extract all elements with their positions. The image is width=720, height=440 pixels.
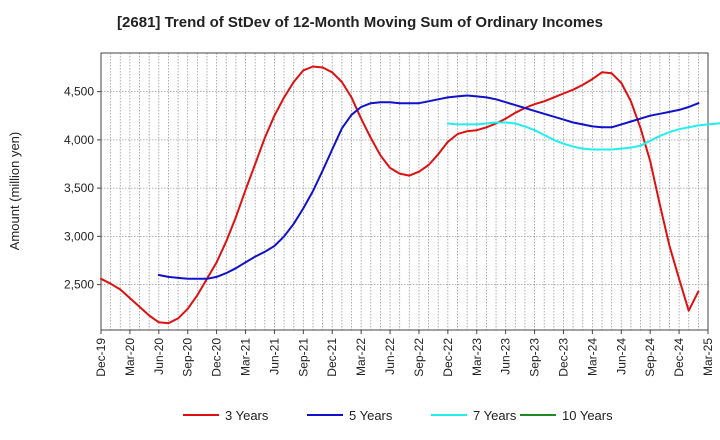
x-tick-label: Dec-24: [672, 338, 686, 377]
x-tick-label: Jun-20: [152, 338, 166, 375]
x-tick-label: Sep-23: [528, 338, 542, 377]
x-tick-label: Mar-23: [470, 338, 484, 376]
series-line-5-years: [157, 94, 700, 280]
x-tick-label: Dec-22: [441, 338, 455, 377]
legend-label-7-years: 7 Years: [473, 408, 517, 423]
x-tick-label: Mar-22: [354, 338, 368, 376]
x-tick-label: Mar-25: [701, 338, 715, 376]
legend-label-10-years: 10 Years: [562, 408, 613, 423]
x-tick-label: Mar-24: [585, 338, 599, 376]
legend-label-3-years: 3 Years: [225, 408, 269, 423]
chart-title: [2681] Trend of StDev of 12-Month Moving…: [117, 14, 603, 31]
x-tick-label: Jun-24: [614, 338, 628, 375]
x-tick-label: Sep-22: [412, 338, 426, 377]
x-tick-label: Dec-20: [210, 338, 224, 377]
x-tick-label: Jun-21: [267, 338, 281, 375]
x-tick-label: Jun-23: [499, 338, 513, 375]
series-layer: [100, 65, 720, 325]
x-tick-label: Dec-23: [556, 338, 570, 377]
x-tick-label: Sep-24: [643, 338, 657, 377]
plot-frame: [100, 52, 709, 331]
x-tick-label: Jun-22: [383, 338, 397, 375]
x-tick-label: Mar-20: [123, 338, 137, 376]
x-tick-label: Dec-21: [325, 338, 339, 377]
x-axis: Dec-19 Mar-20 Jun-20 Sep-20 Dec-20 Mar-21 Jun-…: [94, 330, 715, 377]
legend: 3 Years 5 Years 7 Years 10 Years: [183, 408, 613, 423]
y-axis-title: Amount (million yen): [7, 132, 22, 251]
x-tick-label: Mar-21: [239, 338, 253, 376]
legend-label-5-years: 5 Years: [349, 408, 393, 423]
y-tick-label: 3,000: [64, 229, 94, 243]
grid-layer: [101, 53, 708, 330]
y-tick-label: 3,500: [64, 181, 94, 195]
y-tick-label: 4,500: [64, 85, 94, 99]
series-line-7-years: [446, 121, 720, 151]
y-axis: 2,500 3,000 3,500 4,000 4,500: [64, 85, 101, 292]
y-tick-label: 2,500: [64, 278, 94, 292]
x-tick-label: Dec-19: [94, 338, 108, 377]
x-tick-label: Sep-20: [181, 338, 195, 377]
x-tick-label: Sep-21: [296, 338, 310, 377]
y-tick-label: 4,000: [64, 133, 94, 147]
series-line-3-years: [100, 65, 700, 325]
